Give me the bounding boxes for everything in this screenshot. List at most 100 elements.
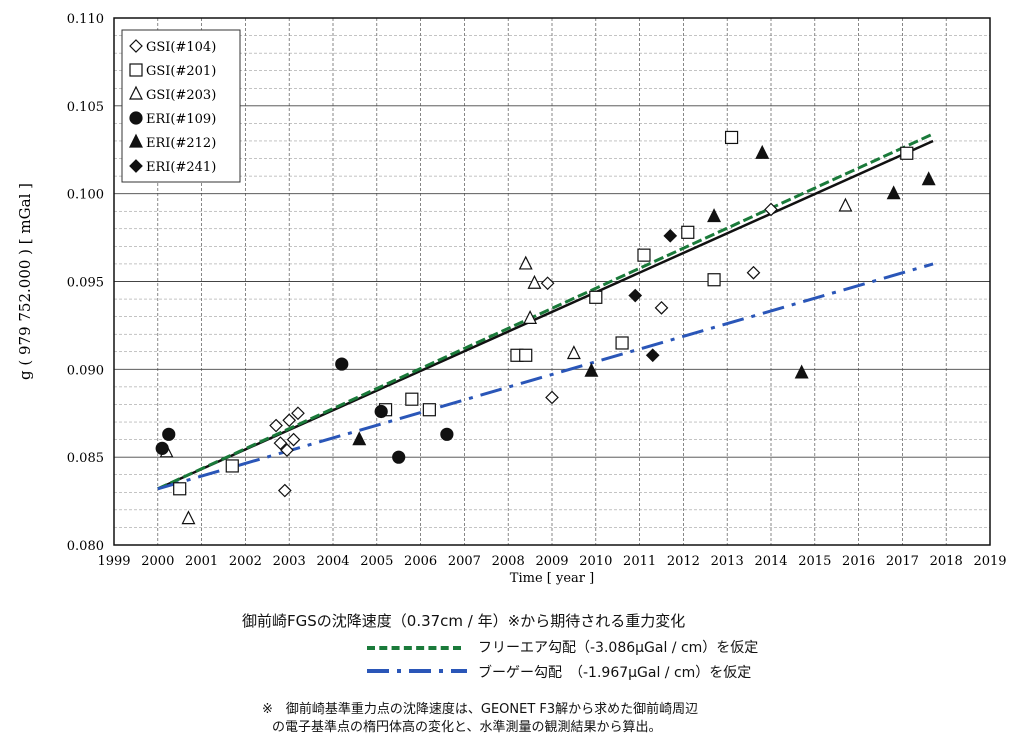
data-point — [225, 459, 239, 473]
legend-label: GSI(#104) — [146, 40, 216, 55]
data-point — [724, 130, 739, 145]
data-point — [663, 228, 678, 243]
data-point — [746, 265, 761, 280]
legend-marker — [129, 39, 143, 53]
data-point — [280, 443, 294, 457]
data-point — [519, 348, 533, 362]
y-tick-label: 0.085 — [67, 451, 104, 466]
x-tick-label: 2013 — [711, 554, 744, 569]
data-point — [886, 185, 901, 200]
data-point — [282, 413, 297, 428]
x-tick-label: 2014 — [754, 554, 787, 569]
legend-label: ERI(#241) — [146, 160, 216, 175]
data-point — [291, 406, 305, 421]
data-point — [440, 427, 454, 441]
x-axis-label: Time [ year ] — [510, 571, 594, 586]
data-point — [566, 345, 581, 360]
data-point — [518, 255, 533, 270]
y-tick-label: 0.090 — [67, 363, 104, 378]
x-tick-label: 2001 — [185, 554, 218, 569]
legend-label: ERI(#212) — [146, 136, 216, 151]
data-point — [589, 290, 603, 304]
x-tick-label: 2016 — [842, 554, 875, 569]
data-point — [162, 427, 176, 441]
data-point — [545, 390, 559, 405]
trend-line-dashed — [157, 132, 934, 491]
y-axis-label: g ( 979 752.000 ) [ mGal ] — [16, 183, 34, 380]
x-tick-label: 2004 — [316, 554, 349, 569]
axis-ticks: 1999 2000 2001 2002 2003 2004 2005 2006 2007 2008… — [67, 12, 1007, 569]
data-point — [900, 146, 914, 160]
data-point — [794, 364, 809, 379]
data-point — [269, 418, 283, 433]
data-point — [615, 336, 629, 350]
data-point — [584, 362, 599, 377]
data-point — [173, 482, 187, 496]
y-tick-label: 0.110 — [67, 12, 104, 27]
data-point — [527, 274, 542, 289]
x-tick-label: 2011 — [623, 554, 656, 569]
x-tick-label: 2010 — [579, 554, 612, 569]
data-point — [335, 357, 349, 371]
x-tick-label: 2002 — [229, 554, 262, 569]
free-air-legend-label: フリーエア勾配（-3.086μGal / cm）を仮定 — [478, 640, 759, 656]
x-tick-label: 2005 — [360, 554, 393, 569]
x-tick-label: 2000 — [141, 554, 174, 569]
data-point — [352, 431, 367, 446]
series-legend: GSI(#104) GSI(#201) GSI(#203) ERI(#109) ERI(… — [121, 29, 241, 183]
free-air-legend-line — [367, 646, 461, 650]
x-tick-label: 2007 — [448, 554, 481, 569]
data-point — [755, 144, 770, 159]
note-line-2: の電子基準点の楕円体高の変化と、水準測量の観測結果から算出。 — [272, 720, 662, 735]
legend-marker — [129, 63, 143, 77]
x-tick-label: 2006 — [404, 554, 437, 569]
x-tick-label: 1999 — [97, 554, 130, 569]
data-point — [764, 202, 778, 217]
data-point — [286, 432, 301, 447]
bouguer-legend-line — [367, 669, 467, 673]
data-point — [422, 403, 436, 417]
x-tick-label: 2009 — [535, 554, 568, 569]
legend-frame — [121, 29, 241, 183]
data-point — [637, 248, 651, 262]
x-tick-label: 2008 — [492, 554, 525, 569]
legend-title: 御前崎FGSの沈降速度（0.37cm / 年）※から期待される重力変化 — [242, 612, 686, 630]
legend-marker — [129, 133, 143, 148]
data-point — [681, 225, 695, 239]
data-point — [155, 441, 169, 455]
y-tick-label: 0.100 — [67, 188, 104, 203]
data-point — [374, 404, 388, 419]
y-tick-label: 0.080 — [67, 539, 104, 554]
x-tick-label: 2003 — [273, 554, 306, 569]
data-point — [707, 273, 721, 287]
x-tick-label: 2015 — [798, 554, 831, 569]
gravity-chart: 1999 2000 2001 2002 2003 2004 2005 2006 2007 2008… — [16, 12, 1007, 586]
data-point — [645, 348, 660, 363]
data-point — [277, 483, 292, 498]
data-point — [628, 288, 643, 303]
x-tick-label: 2018 — [930, 554, 963, 569]
legend-label: GSI(#201) — [146, 64, 216, 79]
y-tick-label: 0.095 — [67, 276, 104, 291]
trend-lines — [157, 132, 934, 491]
x-tick-label: 2019 — [973, 554, 1006, 569]
legend-label: GSI(#203) — [146, 88, 216, 103]
data-point — [921, 171, 936, 186]
legend-label: ERI(#109) — [146, 112, 216, 127]
data-point — [707, 208, 722, 223]
data-point — [405, 392, 419, 406]
data-point — [654, 301, 669, 315]
data-point — [392, 450, 406, 464]
data-point — [523, 310, 538, 324]
x-tick-label: 2012 — [667, 554, 700, 569]
plot-frame — [113, 17, 991, 546]
bouguer-legend-label: ブーゲー勾配 （-1.967μGal / cm）を仮定 — [478, 665, 752, 681]
data-point — [838, 197, 853, 212]
data-point — [273, 436, 288, 450]
data-point — [181, 510, 196, 525]
y-tick-label: 0.105 — [67, 100, 104, 115]
data-point — [540, 276, 555, 291]
note-line-1: ※ 御前崎基準重力点の沈降速度は、GEONET F3解から求めた御前崎周辺 — [262, 702, 699, 717]
legend-marker — [129, 111, 143, 125]
trend-line-dashdot — [157, 262, 934, 491]
